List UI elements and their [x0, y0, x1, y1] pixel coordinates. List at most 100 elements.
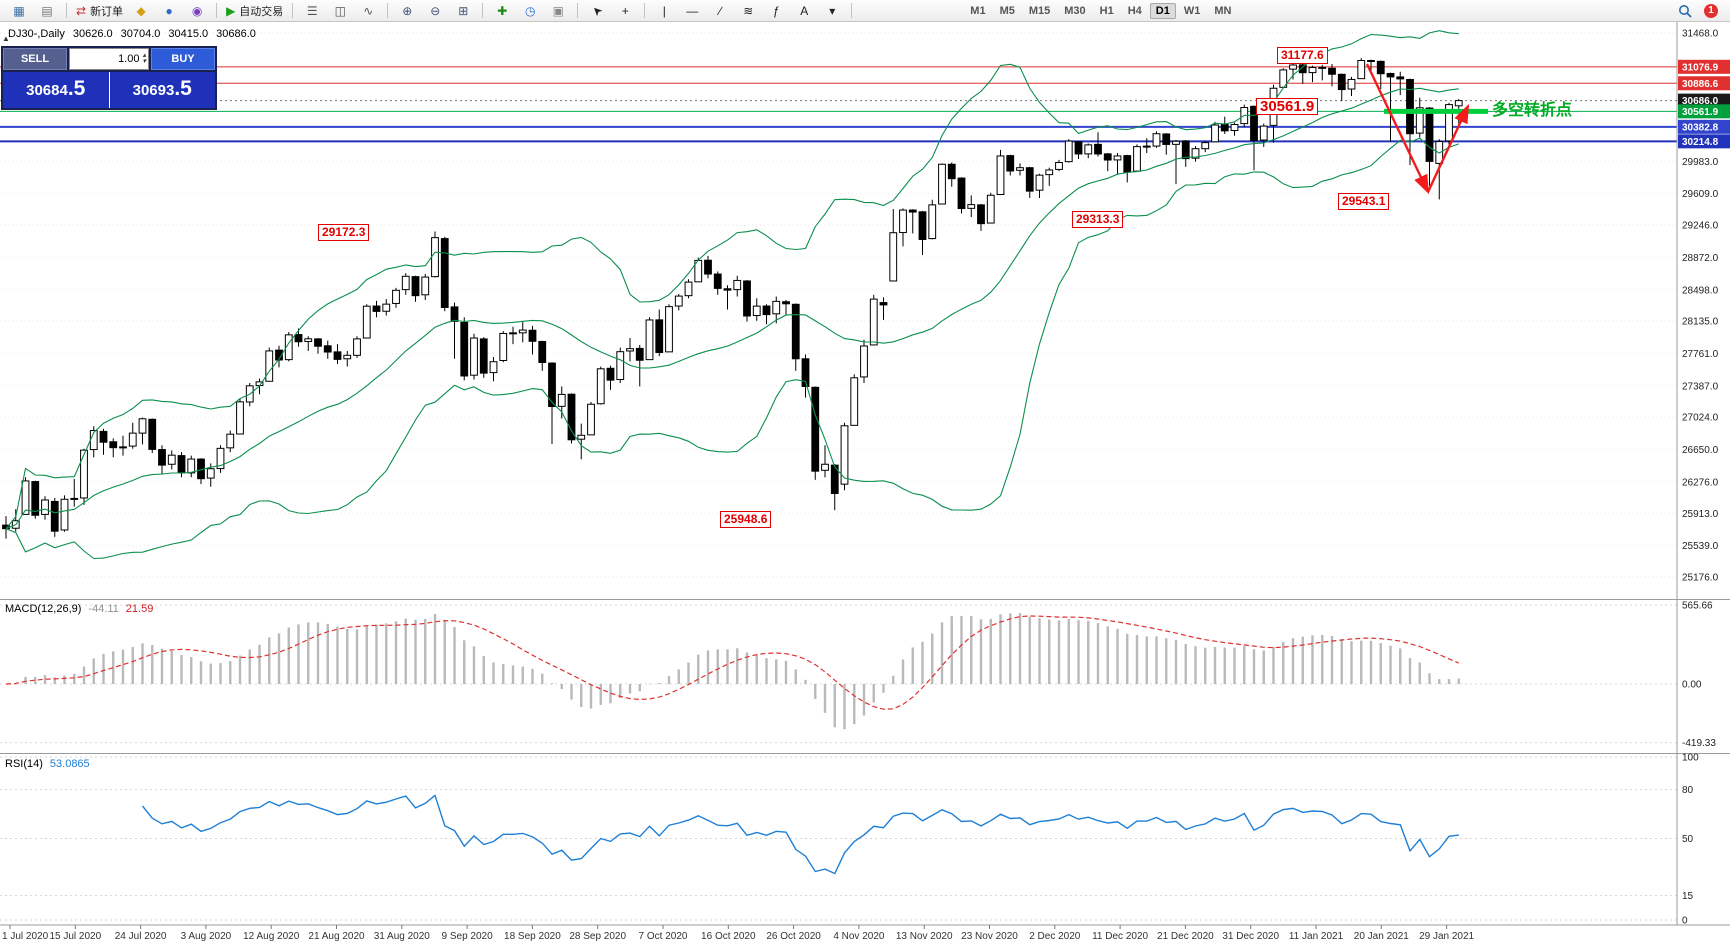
hline-tool-button[interactable]: ―	[679, 2, 705, 20]
toolbar-separator	[851, 3, 853, 18]
market-depth-button[interactable]: ●	[156, 2, 182, 20]
price-tag	[1678, 59, 1730, 74]
price-scale-label: 27761.0	[1682, 349, 1719, 360]
price-scale-label: 28498.0	[1682, 285, 1719, 296]
price-scale-label: 26650.0	[1682, 445, 1719, 456]
timeframe-h1-button[interactable]: H1	[1099, 4, 1114, 17]
toolbar-separator	[66, 3, 67, 18]
toolbar-separator	[387, 3, 389, 18]
periods-button[interactable]: ◷	[517, 2, 543, 20]
crosshair-icon: +	[621, 3, 629, 18]
arrows-tool-button[interactable]: ▾	[819, 2, 845, 20]
history-center-button[interactable]: ◉	[184, 2, 210, 20]
price-scale-label: 26276.0	[1682, 477, 1719, 488]
new-chart-button[interactable]: ▦	[6, 2, 32, 20]
bar-chart-button[interactable]: ☰	[299, 2, 325, 20]
timeframe-mn-button[interactable]: MN	[1214, 4, 1232, 17]
trendline-tool-button[interactable]: ∕	[707, 2, 733, 20]
date-label: 15 Jul 2020	[49, 931, 101, 942]
crosshair-button[interactable]: +	[612, 2, 638, 20]
price-scale-label: 27024.0	[1682, 413, 1719, 424]
notifications-badge[interactable]: 1	[1704, 3, 1718, 18]
fibonacci-tool-button[interactable]: ƒ	[763, 2, 789, 20]
bar-chart-icon: ☰	[306, 3, 318, 18]
autotrading-icon: ▶	[226, 3, 236, 18]
chart-canvas[interactable]: 31468.0 29983.0 29609.0 29246.0 28872.0 28498…	[0, 22, 1730, 943]
timeframe-m30-button[interactable]: M30	[1064, 4, 1086, 17]
new-order-button-label: 新订单	[90, 5, 124, 18]
trendline-tool-icon: ∕	[719, 3, 722, 18]
trend-arrow[interactable]	[1426, 103, 1470, 193]
toolbar-separator	[482, 3, 484, 18]
timeframe-w1-button[interactable]: W1	[1183, 4, 1201, 17]
date-label: 24 Jul 2020	[115, 931, 167, 942]
price-tag	[1678, 134, 1730, 149]
macd-pane	[5, 613, 1460, 730]
price-scale-label: 27387.0	[1682, 381, 1719, 392]
date-label: 28 Sep 2020	[569, 931, 626, 942]
candlestick-series	[2, 58, 1463, 539]
line-chart-icon: ∿	[363, 3, 374, 18]
price-tag	[1678, 104, 1730, 119]
history-center-icon: ◉	[191, 3, 203, 18]
rsi-scale-label: 80	[1682, 785, 1694, 796]
autotrading-button[interactable]: ▶ 自动交易	[223, 2, 286, 20]
tile-windows-button[interactable]: ⊞	[450, 2, 476, 20]
channel-tool-button[interactable]: ≋	[735, 2, 761, 20]
date-label: 2 Dec 2020	[1029, 931, 1081, 942]
vline-tool-button[interactable]: |	[651, 2, 677, 20]
add-indicator-button[interactable]: ✚	[489, 2, 515, 20]
candlestick-chart-icon: ◫	[334, 3, 346, 18]
new-chart-icon: ▦	[13, 3, 25, 18]
date-label: 18 Sep 2020	[504, 931, 561, 942]
rsi-scale-label: 50	[1682, 834, 1694, 845]
price-tag-label: 30886.6	[1682, 79, 1719, 90]
timeframe-h4-button[interactable]: H4	[1127, 4, 1142, 17]
trend-arrow[interactable]	[1365, 63, 1430, 195]
profiles-button[interactable]: ▤	[34, 2, 60, 20]
price-tag-label: 31076.9	[1682, 62, 1719, 73]
vline-tool-icon: |	[662, 3, 666, 18]
zoom-out-button[interactable]: ⊖	[422, 2, 448, 20]
periods-icon: ◷	[525, 3, 536, 18]
candlestick-chart-button[interactable]: ◫	[327, 2, 353, 20]
date-label: 31 Dec 2020	[1222, 931, 1279, 942]
fibonacci-tool-icon: ƒ	[772, 3, 780, 18]
templates-button[interactable]: ▣	[545, 2, 571, 20]
zoom-in-button[interactable]: ⊕	[394, 2, 420, 20]
date-label: 23 Nov 2020	[961, 931, 1018, 942]
date-label: 31 Aug 2020	[374, 931, 431, 942]
channel-tool-icon: ≋	[743, 3, 754, 18]
text-tool-icon: A	[800, 3, 809, 18]
text-tool-button[interactable]: A	[791, 2, 817, 20]
indicators-list-icon: ◆	[136, 3, 146, 18]
price-scale-label: 25913.0	[1682, 509, 1719, 520]
date-label: 21 Aug 2020	[308, 931, 365, 942]
date-label: 7 Oct 2020	[639, 931, 688, 942]
tile-windows-icon: ⊞	[458, 3, 469, 18]
autotrading-button-label: 自动交易	[239, 5, 284, 18]
line-chart-button[interactable]: ∿	[355, 2, 381, 20]
price-scale-label: 29983.0	[1682, 157, 1719, 168]
arrows-tool-icon: ▾	[829, 3, 836, 18]
new-order-icon: ⇄	[76, 3, 87, 18]
indicators-list-button[interactable]: ◆	[128, 2, 154, 20]
price-scale-label: 25539.0	[1682, 541, 1719, 552]
search-icon[interactable]	[1672, 2, 1698, 20]
date-label: 4 Nov 2020	[833, 931, 885, 942]
timeframe-m15-button[interactable]: M15	[1028, 4, 1051, 17]
timeframe-m1-button[interactable]: M1	[970, 4, 986, 17]
macd-scale-label: 0.00	[1682, 680, 1702, 691]
timeframe-m5-button[interactable]: M5	[999, 4, 1015, 17]
toolbar-separator	[577, 3, 579, 18]
price-scale-label: 28135.0	[1682, 317, 1719, 328]
timeframe-d1-button[interactable]: D1	[1149, 2, 1176, 19]
templates-icon: ▣	[552, 3, 564, 18]
rsi-pane	[141, 794, 1459, 875]
price-tag	[1678, 76, 1730, 91]
zoom-out-icon: ⊖	[430, 3, 441, 18]
macd-scale-label: 565.66	[1682, 600, 1713, 611]
cursor-button[interactable]: ➤	[584, 2, 610, 20]
toolbar: ▦ ▤ ⇄ 新订单 ◆ ● ◉ ▶ 自动交易 ☰ ◫ ∿ ⊕ ⊖ ⊞ ✚ ◷ ▣ ➤ + | ― ∕ ≋ ƒ A ▾ M1 M5 M15 M…	[0, 0, 1730, 22]
new-order-button[interactable]: ⇄ 新订单	[73, 2, 126, 20]
